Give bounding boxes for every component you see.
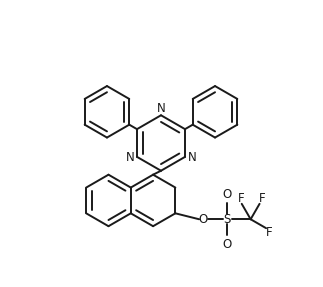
Text: S: S: [223, 213, 231, 226]
Text: F: F: [237, 192, 244, 205]
Text: O: O: [222, 238, 232, 251]
Text: N: N: [157, 102, 165, 115]
Text: N: N: [188, 151, 196, 164]
Text: O: O: [222, 188, 232, 201]
Text: O: O: [199, 213, 208, 226]
Text: F: F: [259, 192, 266, 205]
Text: F: F: [266, 226, 272, 238]
Text: N: N: [126, 151, 134, 164]
